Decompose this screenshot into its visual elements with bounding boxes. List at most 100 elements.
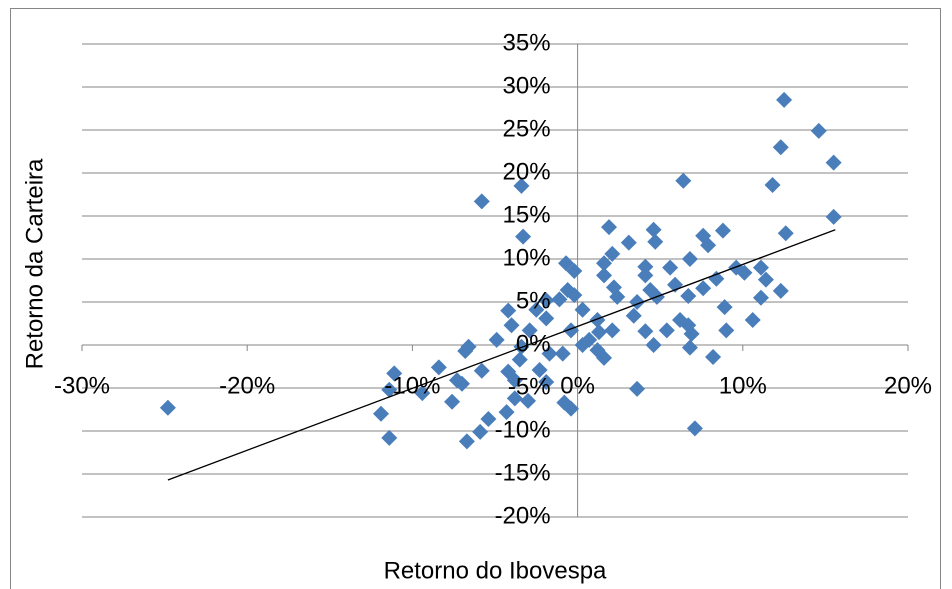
data-point [159,399,176,416]
data-point [675,172,692,189]
x-axis-title: Retorno do Ibovespa [384,557,607,584]
data-point [625,307,642,324]
data-point [764,177,781,194]
data-point [498,404,515,421]
data-point [596,267,613,284]
data-point [566,263,583,280]
data-point [596,255,613,272]
data-point [645,337,662,353]
data-point [503,317,520,334]
data-point [453,375,470,392]
data-point [528,301,545,318]
y-tick-label: -15% [495,459,551,486]
data-point [541,345,558,362]
data-point [515,228,532,245]
data-point [562,322,579,339]
x-tick-label: 20% [884,372,932,399]
tick-labels: -20% -15% -10% -5% 0% 5% 10% 15% 20% 25% 30% 35% -30… [54,29,932,529]
data-point [757,271,774,288]
data-point [558,255,575,272]
grid [81,43,909,518]
data-point [472,423,489,440]
data-point [521,322,538,339]
data-point [604,322,621,339]
y-tick-label: 35% [503,29,551,56]
data-point [381,381,398,398]
data-point [825,154,842,171]
data-point [662,259,679,276]
data-point [772,139,789,156]
data-point [554,345,571,362]
data-point [562,400,579,417]
data-point [506,372,523,389]
y-tick-label: 30% [503,72,551,99]
data-point [629,380,646,397]
data-point [681,339,698,356]
y-tick-label: 15% [503,201,551,228]
y-tick-label: 10% [503,244,551,271]
data-point [538,310,555,327]
data-point [772,282,789,299]
data-point [520,392,537,409]
data-point [531,361,548,378]
data-point [637,258,654,275]
data-point [513,177,530,194]
data-point [609,288,626,305]
data-point [637,267,654,284]
data-point [686,420,703,437]
data-point [500,302,517,319]
data-point [658,322,675,339]
data-point [680,287,697,304]
data-point [604,245,621,262]
data-point [430,359,447,376]
data-point [574,301,591,318]
data-point [683,325,700,342]
data-point [386,365,403,382]
x-tick-label: -20% [219,372,275,399]
data-point [700,237,717,254]
data-point [473,362,490,379]
data-point [718,322,735,339]
data-point [473,193,490,210]
data-point [551,291,568,308]
y-tick-label: 20% [503,158,551,185]
data-point [581,331,598,348]
y-tick-label: 5% [516,287,551,314]
data-point [810,122,827,139]
y-axis-title: Retorno da Carteira [21,158,48,369]
data-point [776,91,793,108]
data-point [373,405,390,422]
data-point [736,264,753,281]
data-point [825,208,842,225]
data-point [538,292,555,309]
x-tick-label: 0% [560,372,595,399]
data-point [480,410,497,427]
data-point [566,287,583,304]
data-point [705,349,722,366]
y-tick-label: -10% [495,416,551,443]
data-point [589,312,606,329]
data-point [645,221,662,238]
data-point [716,299,733,316]
data-point [506,390,523,407]
data-point [744,312,761,329]
data-point [414,385,431,402]
data-point [538,373,555,390]
data-point [620,234,637,251]
data-point [457,343,474,360]
x-tick-label: -30% [54,372,110,399]
data-point [708,270,725,287]
data-point [647,233,664,250]
y-tick-label: -20% [495,502,551,529]
data-point [777,225,794,242]
data-point [513,338,530,355]
data-point [511,351,528,368]
y-tick-label: 25% [503,115,551,142]
data-point [637,323,654,340]
chart-frame [10,8,941,589]
trendline [167,229,836,481]
data-point [381,429,398,446]
x-tick-label: 10% [719,372,767,399]
plot-area [159,91,842,481]
